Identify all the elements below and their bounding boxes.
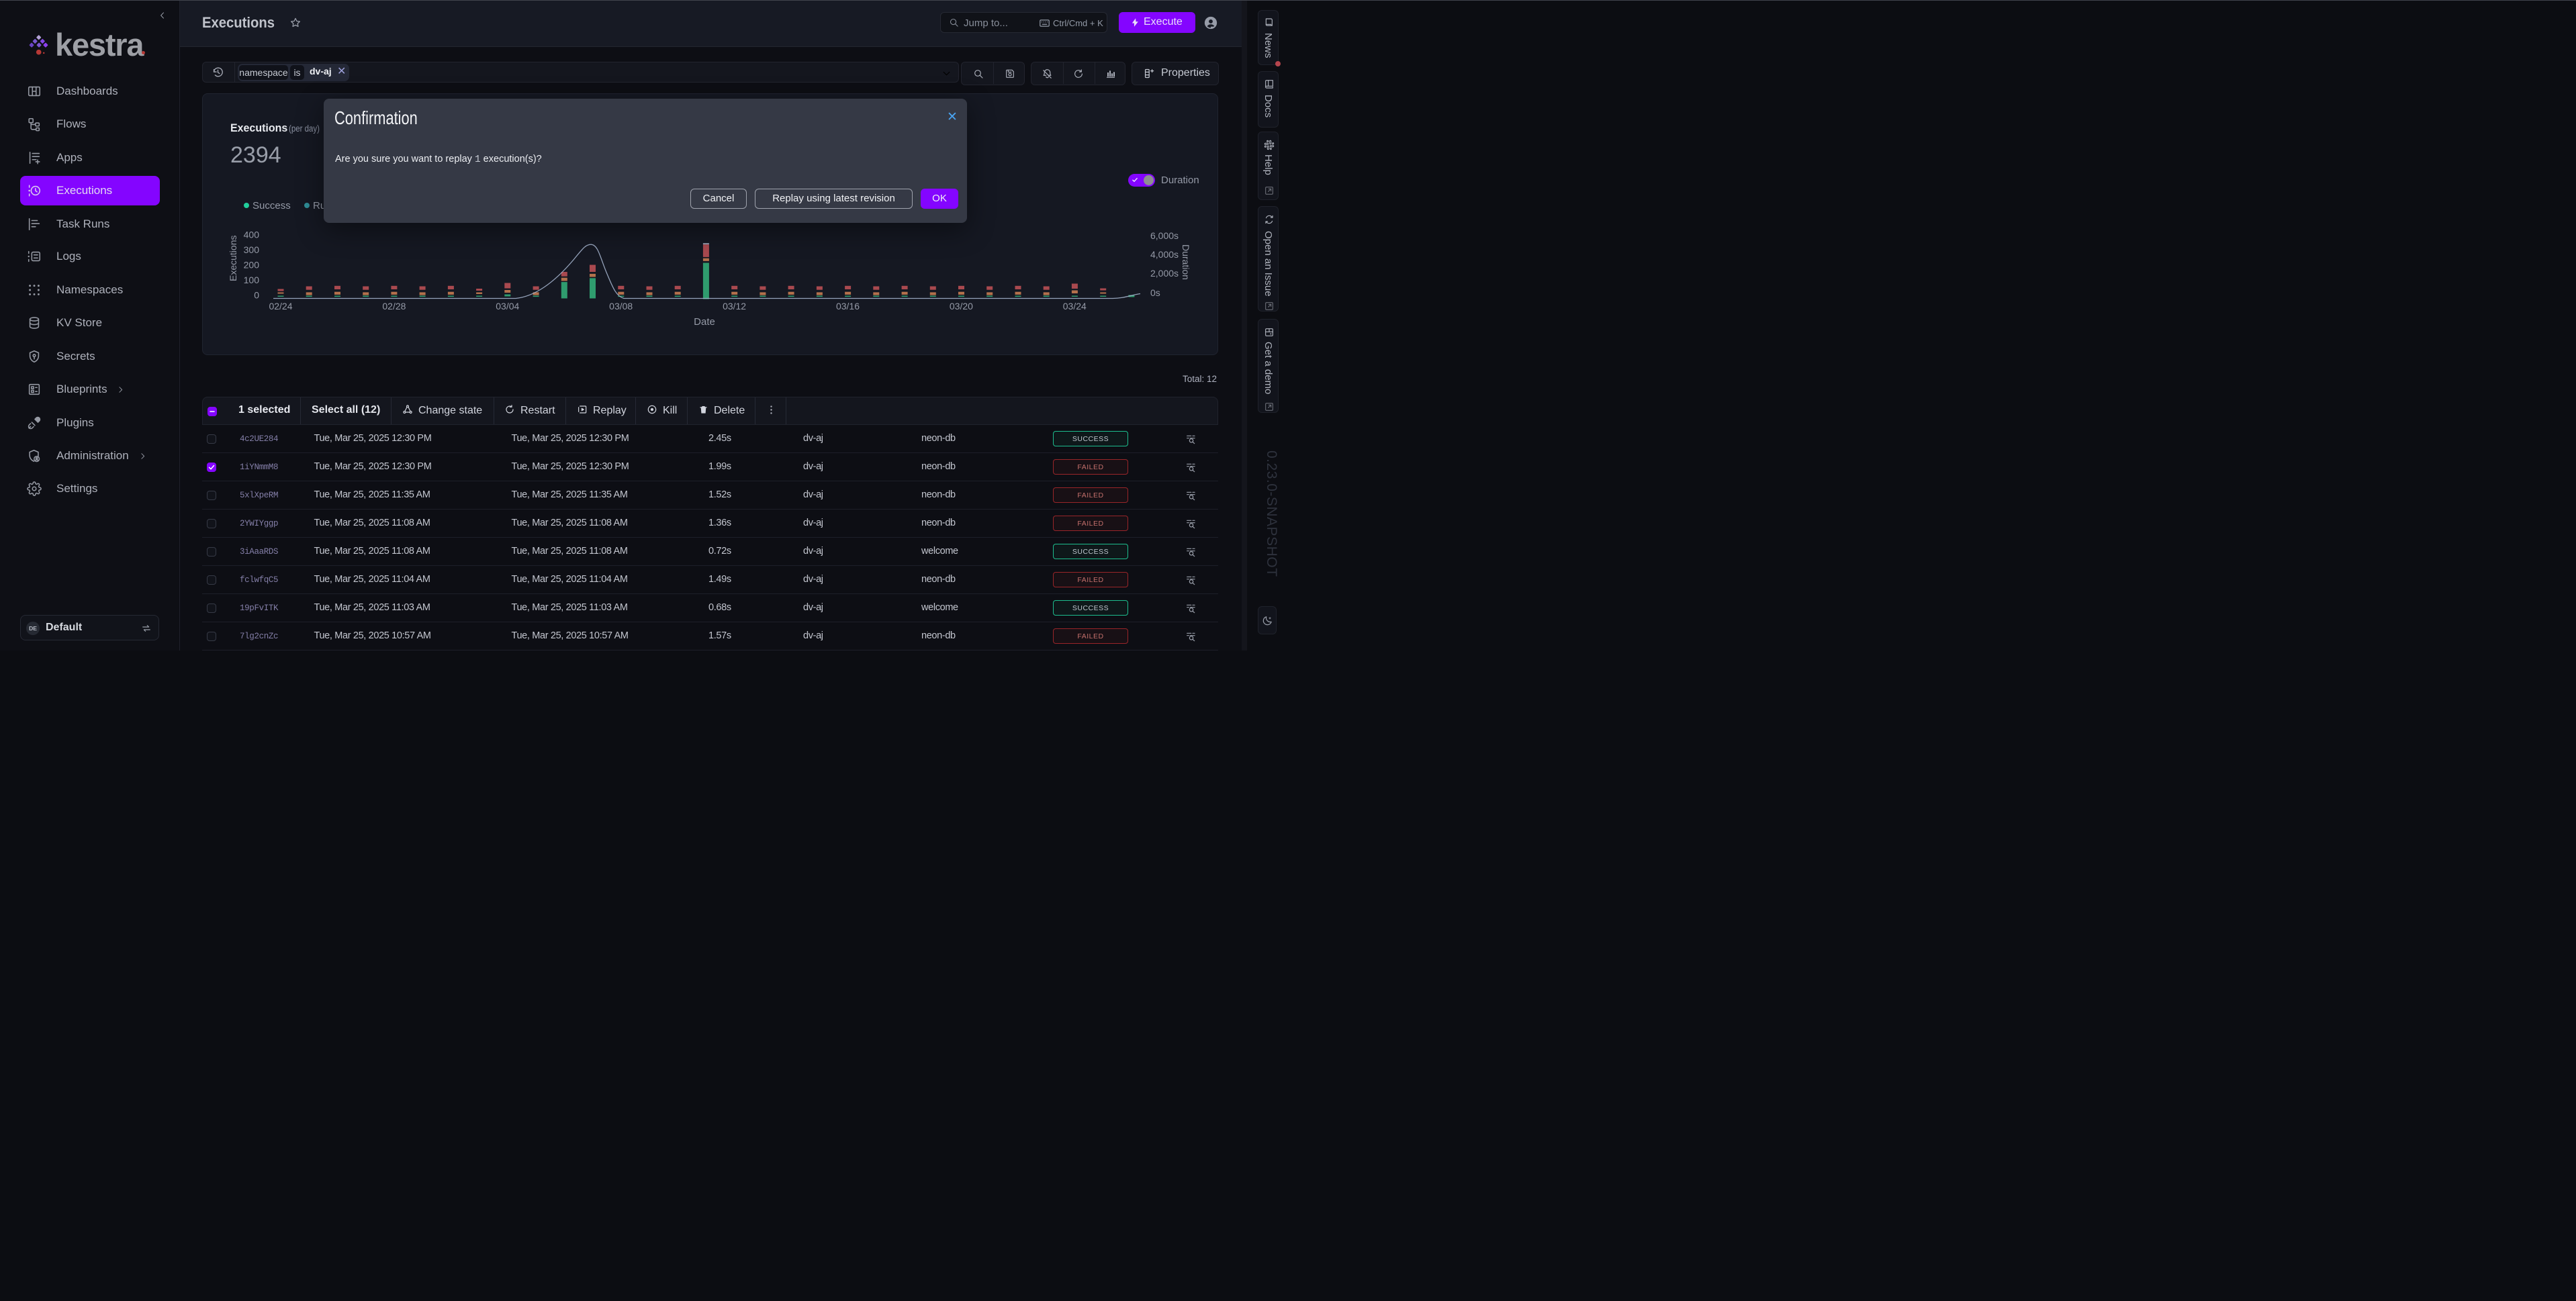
svg-text:2,000s: 2,000s [1150,268,1179,279]
svg-text:Duration: Duration [1181,244,1191,280]
svg-text:03/16: 03/16 [836,301,860,311]
svg-text:03/12: 03/12 [723,301,746,311]
svg-text:100: 100 [244,275,260,285]
svg-text:0: 0 [254,289,259,300]
svg-text:300: 300 [244,244,260,255]
svg-text:02/28: 02/28 [382,301,406,311]
svg-text:02/24: 02/24 [269,301,292,311]
svg-text:6,000s: 6,000s [1150,230,1179,241]
svg-text:Executions: Executions [228,235,238,281]
svg-text:03/24: 03/24 [1063,301,1087,311]
svg-text:03/04: 03/04 [496,301,519,311]
svg-text:03/20: 03/20 [950,301,973,311]
svg-text:03/08: 03/08 [609,301,633,311]
svg-text:200: 200 [244,259,260,270]
svg-text:0s: 0s [1150,287,1160,298]
svg-text:Date: Date [694,316,715,328]
svg-text:4,000s: 4,000s [1150,249,1179,260]
svg-text:400: 400 [244,229,260,240]
